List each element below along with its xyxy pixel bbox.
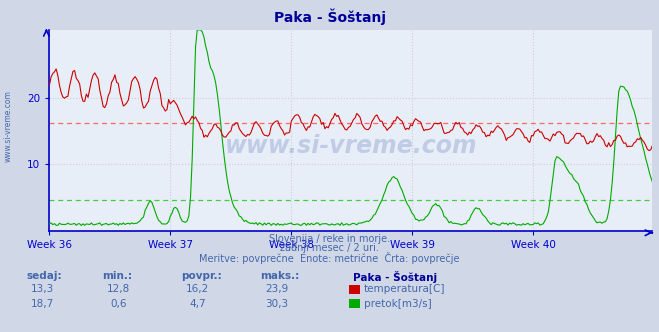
Text: 13,3: 13,3 <box>31 284 55 294</box>
Text: 30,3: 30,3 <box>265 299 289 309</box>
Text: sedaj:: sedaj: <box>26 271 62 281</box>
Text: maks.:: maks.: <box>260 271 300 281</box>
Text: 18,7: 18,7 <box>31 299 55 309</box>
Text: 0,6: 0,6 <box>110 299 127 309</box>
Text: zadnji mesec / 2 uri.: zadnji mesec / 2 uri. <box>280 243 379 253</box>
Text: Slovenija / reke in morje.: Slovenija / reke in morje. <box>269 234 390 244</box>
Text: Paka - Šoštanj: Paka - Šoštanj <box>273 8 386 25</box>
Text: www.si-vreme.com: www.si-vreme.com <box>3 90 13 162</box>
Text: 12,8: 12,8 <box>107 284 130 294</box>
Text: temperatura[C]: temperatura[C] <box>364 284 445 294</box>
Text: min.:: min.: <box>102 271 132 281</box>
Text: Meritve: povprečne  Enote: metrične  Črta: povprečje: Meritve: povprečne Enote: metrične Črta:… <box>199 252 460 264</box>
Text: 23,9: 23,9 <box>265 284 289 294</box>
Text: 4,7: 4,7 <box>189 299 206 309</box>
Text: pretok[m3/s]: pretok[m3/s] <box>364 299 432 309</box>
Text: povpr.:: povpr.: <box>181 271 222 281</box>
Text: www.si-vreme.com: www.si-vreme.com <box>225 134 477 158</box>
Text: 16,2: 16,2 <box>186 284 210 294</box>
Text: Paka - Šoštanj: Paka - Šoštanj <box>353 271 437 283</box>
